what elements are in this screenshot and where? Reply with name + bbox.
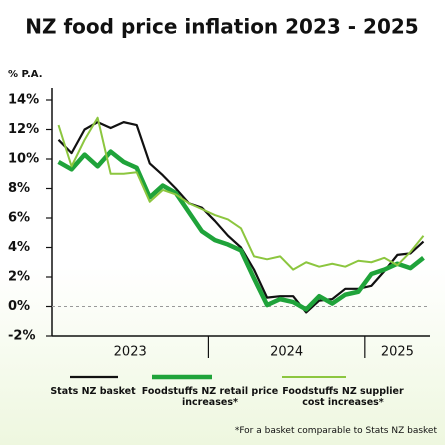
y-tick-label: 12% (8, 122, 39, 137)
x-tick-label: 2025 (381, 345, 414, 360)
legend-label: Foodstuffs NZ supplier cost increases* (282, 386, 404, 408)
x-tick-label: 2024 (270, 345, 303, 360)
y-tick-label: 14% (8, 93, 39, 108)
y-tick-label: 6% (8, 211, 30, 226)
series-line (57, 116, 425, 271)
x-tick-label: 2023 (114, 345, 147, 360)
y-tick-label: 0% (8, 299, 30, 314)
y-tick-label: 2% (8, 270, 30, 285)
series-line (57, 149, 425, 312)
chart-title: NZ food price inflation 2023 - 2025 (25, 15, 418, 39)
legend-label: Stats NZ basket (50, 386, 136, 397)
legend-label: Foodstuffs NZ retail price increases* (141, 386, 279, 408)
series-line (57, 121, 425, 314)
y-tick-label: 4% (8, 240, 30, 255)
y-tick-label: 10% (8, 152, 39, 167)
y-tick-label: 8% (8, 181, 30, 196)
footnote: *For a basket comparable to Stats NZ bas… (234, 426, 437, 436)
y-tick-label: -2% (8, 329, 35, 344)
y-axis-label: % P.A. (8, 69, 43, 80)
